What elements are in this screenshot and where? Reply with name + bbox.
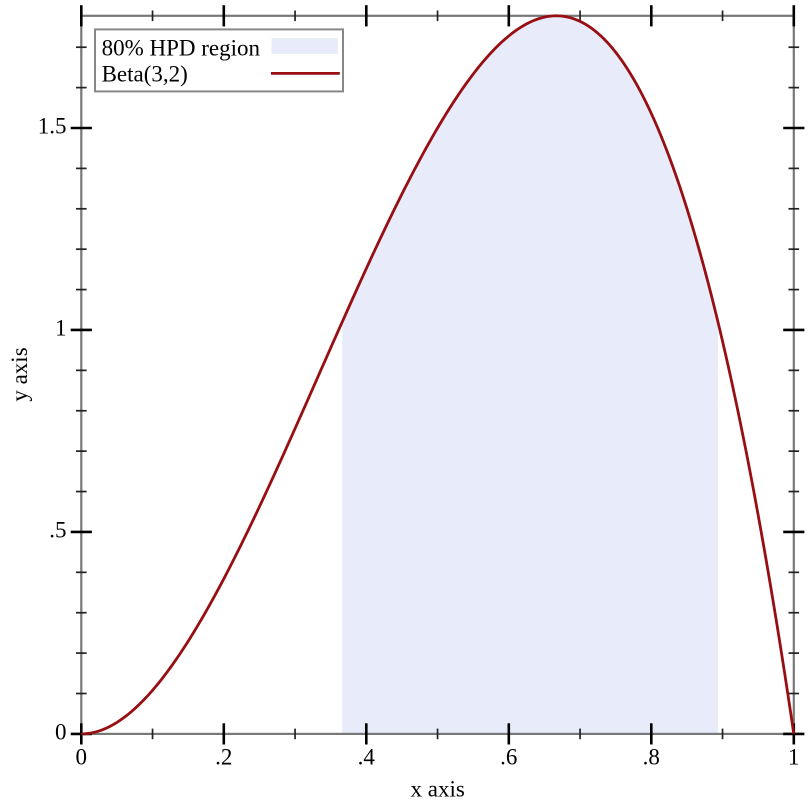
svg-text:0: 0 xyxy=(76,745,88,770)
svg-text:y axis: y axis xyxy=(7,347,32,401)
svg-text:80% HPD region: 80% HPD region xyxy=(102,36,261,61)
svg-text:1: 1 xyxy=(788,745,800,770)
svg-text:x axis: x axis xyxy=(411,777,465,802)
svg-text:.2: .2 xyxy=(215,745,232,770)
svg-text:0: 0 xyxy=(55,719,67,744)
svg-text:.6: .6 xyxy=(500,745,517,770)
svg-text:.4: .4 xyxy=(358,745,376,770)
svg-text:.5: .5 xyxy=(49,517,66,542)
svg-text:Beta(3,2): Beta(3,2) xyxy=(102,62,188,87)
svg-text:1: 1 xyxy=(55,315,67,340)
svg-text:.8: .8 xyxy=(643,745,660,770)
svg-text:1.5: 1.5 xyxy=(38,113,67,138)
